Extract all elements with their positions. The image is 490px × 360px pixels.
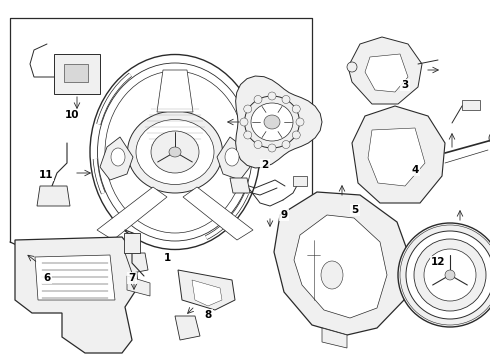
Text: 1: 1 — [163, 253, 171, 263]
Ellipse shape — [321, 261, 343, 289]
Ellipse shape — [127, 111, 222, 193]
Text: 7: 7 — [128, 273, 136, 283]
Circle shape — [268, 144, 276, 152]
Polygon shape — [192, 280, 222, 306]
Circle shape — [282, 140, 290, 149]
Polygon shape — [125, 253, 148, 273]
Circle shape — [406, 231, 490, 319]
Polygon shape — [35, 255, 115, 300]
Text: 5: 5 — [351, 205, 359, 215]
Polygon shape — [175, 316, 200, 340]
Circle shape — [347, 62, 357, 72]
Circle shape — [489, 132, 490, 144]
Polygon shape — [64, 64, 88, 82]
Circle shape — [282, 95, 290, 103]
Ellipse shape — [98, 63, 252, 241]
Circle shape — [292, 131, 300, 139]
Circle shape — [244, 131, 252, 139]
Polygon shape — [178, 270, 235, 310]
Text: 12: 12 — [431, 257, 445, 267]
Circle shape — [254, 95, 262, 103]
Ellipse shape — [136, 120, 214, 184]
Text: 10: 10 — [65, 110, 79, 120]
Polygon shape — [127, 276, 150, 296]
Text: 2: 2 — [261, 160, 269, 170]
Circle shape — [296, 118, 304, 126]
Polygon shape — [348, 37, 422, 104]
Polygon shape — [294, 215, 387, 318]
Ellipse shape — [225, 148, 239, 166]
Polygon shape — [462, 100, 480, 110]
Polygon shape — [183, 187, 253, 240]
Text: 9: 9 — [280, 210, 288, 220]
Polygon shape — [37, 186, 70, 206]
Circle shape — [244, 105, 252, 113]
Ellipse shape — [264, 115, 280, 129]
Circle shape — [254, 140, 262, 149]
Polygon shape — [217, 137, 250, 180]
Polygon shape — [352, 106, 445, 203]
Polygon shape — [236, 76, 322, 168]
Text: 11: 11 — [39, 170, 53, 180]
Polygon shape — [97, 187, 167, 240]
Circle shape — [424, 249, 476, 301]
Ellipse shape — [105, 71, 245, 233]
Polygon shape — [230, 178, 250, 193]
Circle shape — [445, 270, 455, 280]
Ellipse shape — [111, 148, 125, 166]
Circle shape — [268, 92, 276, 100]
Polygon shape — [368, 128, 425, 186]
Polygon shape — [54, 54, 100, 94]
Ellipse shape — [169, 147, 181, 157]
Polygon shape — [274, 192, 410, 335]
Ellipse shape — [151, 131, 199, 173]
Text: 4: 4 — [411, 165, 418, 175]
Polygon shape — [100, 137, 133, 180]
Text: 6: 6 — [44, 273, 50, 283]
Polygon shape — [15, 237, 138, 353]
Ellipse shape — [90, 54, 260, 249]
Circle shape — [398, 223, 490, 327]
Text: 3: 3 — [401, 80, 409, 90]
Ellipse shape — [245, 96, 299, 148]
Text: 8: 8 — [204, 310, 212, 320]
Polygon shape — [157, 70, 193, 112]
Polygon shape — [124, 233, 140, 253]
Circle shape — [414, 239, 486, 311]
Circle shape — [292, 105, 300, 113]
Polygon shape — [322, 328, 347, 348]
Polygon shape — [365, 54, 408, 92]
Ellipse shape — [251, 103, 293, 141]
Polygon shape — [293, 176, 307, 186]
Circle shape — [240, 118, 248, 126]
